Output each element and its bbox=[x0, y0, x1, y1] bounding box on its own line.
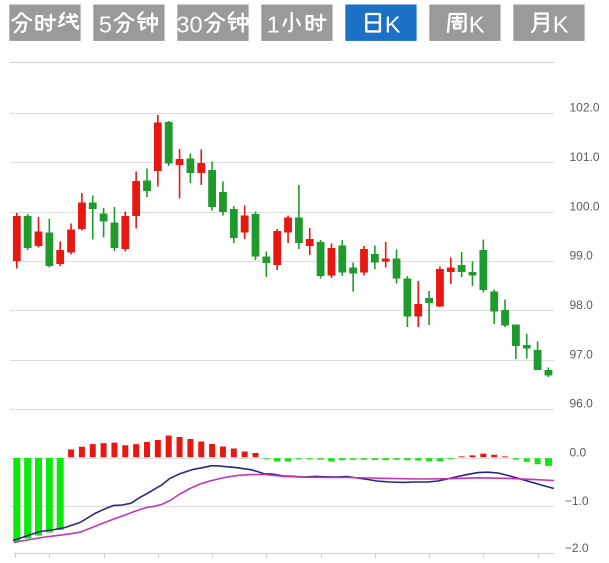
svg-text:98.0: 98.0 bbox=[570, 298, 594, 312]
svg-text:102.0: 102.0 bbox=[570, 101, 600, 115]
svg-text:K: K bbox=[385, 11, 401, 37]
svg-text:−2.0: −2.0 bbox=[565, 541, 589, 555]
svg-text:99.0: 99.0 bbox=[570, 249, 594, 263]
svg-text:30: 30 bbox=[176, 11, 202, 37]
svg-text:96.0: 96.0 bbox=[570, 397, 594, 411]
svg-text:K: K bbox=[553, 11, 569, 37]
svg-text:0.0: 0.0 bbox=[570, 446, 587, 460]
svg-text:101.0: 101.0 bbox=[570, 150, 600, 164]
svg-text:1: 1 bbox=[267, 11, 280, 37]
svg-text:97.0: 97.0 bbox=[570, 348, 594, 362]
svg-text:100.0: 100.0 bbox=[570, 200, 600, 214]
svg-text:5: 5 bbox=[99, 11, 112, 37]
svg-text:K: K bbox=[469, 11, 485, 37]
svg-text:−1.0: −1.0 bbox=[565, 494, 589, 508]
